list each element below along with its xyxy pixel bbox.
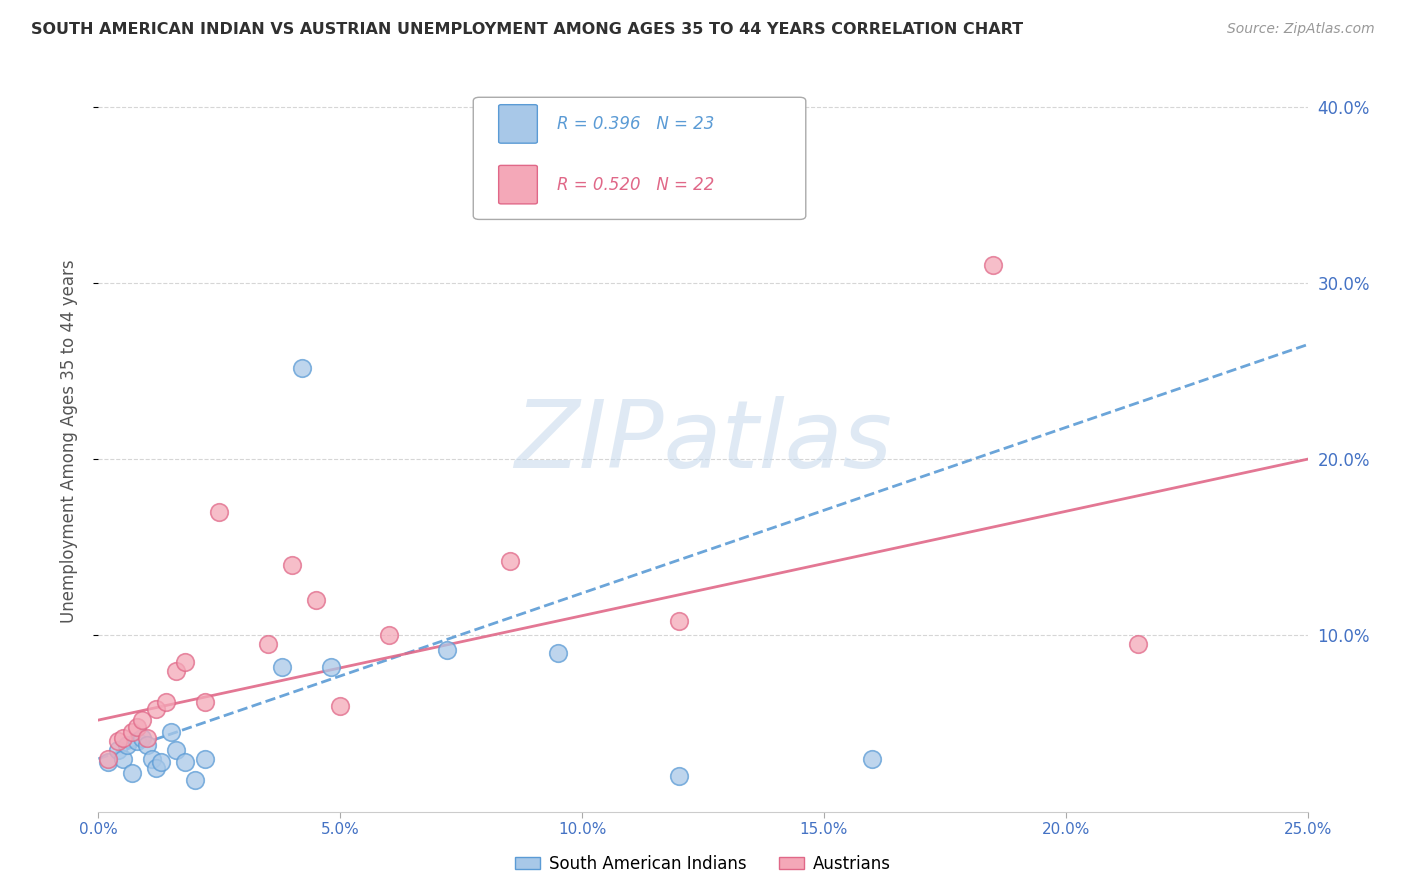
Point bbox=[131, 731, 153, 745]
Point bbox=[281, 558, 304, 572]
Point bbox=[97, 756, 120, 770]
Point bbox=[160, 725, 183, 739]
FancyBboxPatch shape bbox=[474, 97, 806, 219]
Point bbox=[668, 769, 690, 783]
Point bbox=[97, 752, 120, 766]
Point bbox=[436, 642, 458, 657]
Point bbox=[290, 360, 312, 375]
Point bbox=[174, 655, 197, 669]
Point bbox=[127, 734, 149, 748]
Point bbox=[111, 731, 134, 745]
Point bbox=[194, 695, 217, 709]
Point bbox=[107, 734, 129, 748]
Point bbox=[174, 756, 197, 770]
Point bbox=[150, 756, 173, 770]
Point bbox=[155, 695, 177, 709]
Point bbox=[256, 637, 278, 651]
Point bbox=[117, 738, 139, 752]
Point bbox=[145, 761, 167, 775]
Point bbox=[131, 713, 153, 727]
Text: R = 0.396   N = 23: R = 0.396 N = 23 bbox=[557, 115, 714, 133]
Text: Source: ZipAtlas.com: Source: ZipAtlas.com bbox=[1227, 22, 1375, 37]
Point bbox=[127, 720, 149, 734]
Point bbox=[141, 752, 163, 766]
Point bbox=[135, 738, 157, 752]
Legend: South American Indians, Austrians: South American Indians, Austrians bbox=[509, 848, 897, 880]
Text: ZIPatlas: ZIPatlas bbox=[515, 396, 891, 487]
Point bbox=[668, 615, 690, 629]
Point bbox=[498, 554, 520, 568]
Point bbox=[860, 752, 883, 766]
FancyBboxPatch shape bbox=[499, 104, 537, 144]
FancyBboxPatch shape bbox=[499, 165, 537, 204]
Text: SOUTH AMERICAN INDIAN VS AUSTRIAN UNEMPLOYMENT AMONG AGES 35 TO 44 YEARS CORRELA: SOUTH AMERICAN INDIAN VS AUSTRIAN UNEMPL… bbox=[31, 22, 1024, 37]
Point bbox=[165, 743, 187, 757]
Point bbox=[121, 725, 143, 739]
Point bbox=[165, 664, 187, 678]
Point bbox=[184, 772, 207, 787]
Point bbox=[111, 752, 134, 766]
Point bbox=[547, 646, 569, 660]
Point bbox=[208, 505, 231, 519]
Point bbox=[145, 702, 167, 716]
Point bbox=[1128, 637, 1150, 651]
Text: R = 0.520   N = 22: R = 0.520 N = 22 bbox=[557, 176, 714, 194]
Point bbox=[377, 628, 399, 642]
Point bbox=[305, 593, 328, 607]
Point bbox=[194, 752, 217, 766]
Point bbox=[135, 731, 157, 745]
Point bbox=[271, 660, 294, 674]
Point bbox=[107, 743, 129, 757]
Point bbox=[121, 766, 143, 780]
Point bbox=[981, 258, 1004, 272]
Point bbox=[329, 698, 352, 713]
Y-axis label: Unemployment Among Ages 35 to 44 years: Unemployment Among Ages 35 to 44 years bbox=[59, 260, 77, 624]
Point bbox=[319, 660, 342, 674]
